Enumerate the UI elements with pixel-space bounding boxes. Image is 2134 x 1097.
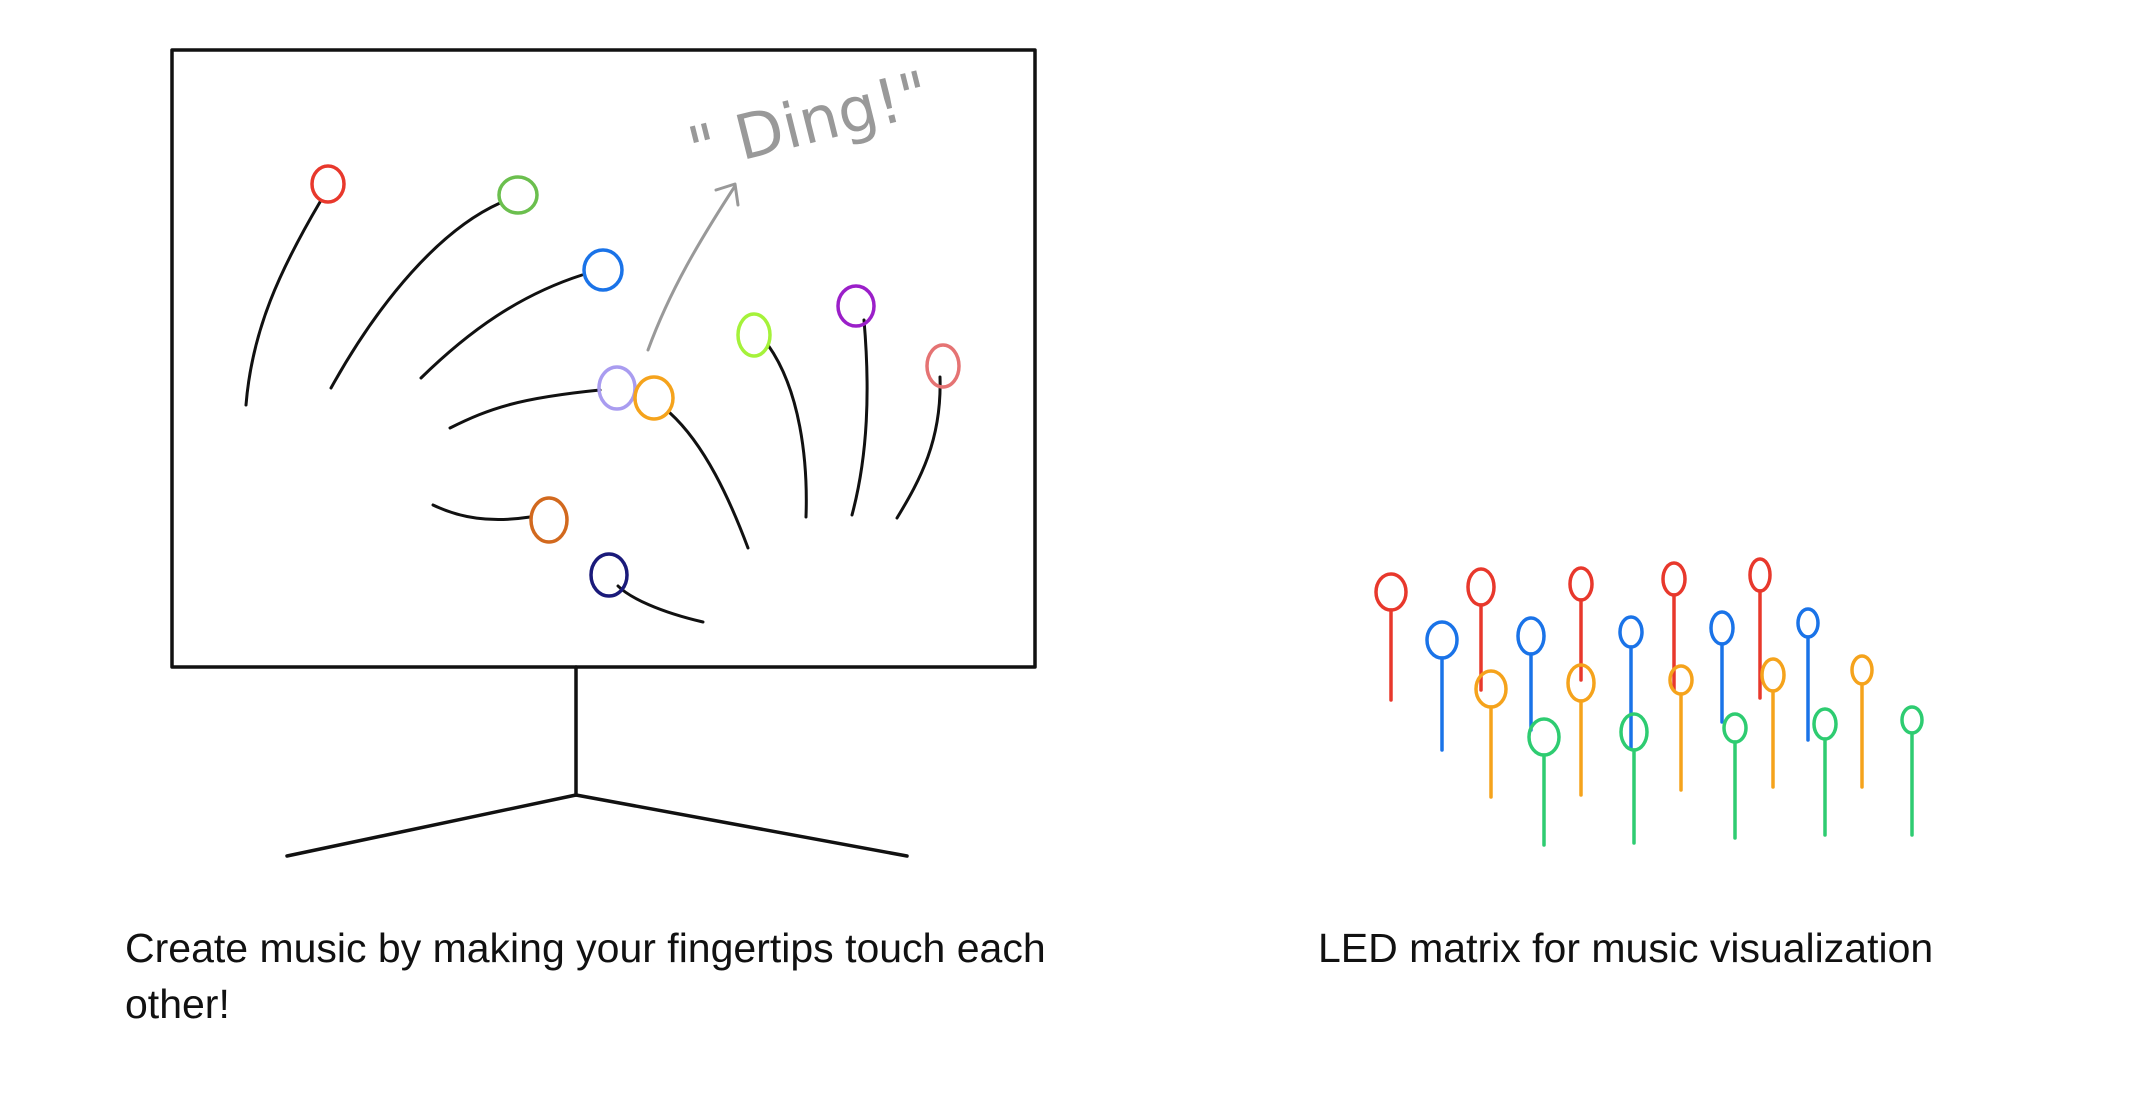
caption-left: Create music by making your fingertips t… bbox=[125, 925, 1046, 1027]
finger-stroke bbox=[448, 388, 602, 430]
led-bulb bbox=[1661, 561, 1687, 597]
led-row-green bbox=[1527, 705, 1924, 847]
led-bulb bbox=[1760, 657, 1786, 693]
fingertip-blue bbox=[582, 248, 624, 292]
led-bulb bbox=[1618, 615, 1644, 649]
finger-stroke bbox=[895, 375, 942, 520]
led-row-blue bbox=[1425, 607, 1820, 752]
led-bulb bbox=[1748, 557, 1772, 593]
finger-strokes bbox=[244, 200, 942, 624]
annotation-arrow bbox=[646, 182, 740, 352]
fingertip-navy bbox=[589, 552, 629, 598]
finger-stroke bbox=[431, 503, 532, 522]
fingertips bbox=[310, 164, 961, 598]
display-stand bbox=[170, 48, 1037, 858]
led-bulb bbox=[1812, 707, 1838, 741]
led-bulb bbox=[1425, 620, 1459, 660]
led-matrix bbox=[1374, 557, 1924, 847]
led-bulb bbox=[1568, 566, 1594, 602]
fingertip-brown bbox=[529, 496, 569, 544]
led-row-orange bbox=[1474, 654, 1874, 799]
ding-annotation: " Ding!" bbox=[681, 56, 937, 186]
fingertip-green bbox=[497, 175, 539, 215]
fingertip-orange bbox=[633, 375, 675, 421]
led-bulb bbox=[1900, 705, 1924, 735]
fingertip-pink bbox=[925, 343, 961, 389]
led-bulb bbox=[1709, 610, 1735, 646]
fingertip-lime bbox=[736, 312, 772, 358]
finger-stroke bbox=[668, 411, 750, 550]
finger-stroke bbox=[244, 200, 322, 407]
stand-leg-right bbox=[574, 793, 909, 858]
led-bulb bbox=[1796, 607, 1820, 639]
led-bulb bbox=[1374, 572, 1408, 612]
screen-frame bbox=[170, 48, 1037, 669]
caption-right: LED matrix for music visualization bbox=[1318, 925, 1934, 971]
led-bulb bbox=[1527, 717, 1561, 757]
finger-stroke bbox=[766, 343, 808, 519]
fingertip-red bbox=[310, 164, 346, 204]
stand-leg-left bbox=[285, 793, 578, 858]
fingertip-purple bbox=[836, 284, 876, 328]
finger-stroke bbox=[419, 273, 584, 380]
finger-stroke bbox=[850, 318, 869, 517]
led-bulb bbox=[1722, 712, 1748, 744]
finger-stroke bbox=[616, 584, 705, 624]
led-bulb bbox=[1516, 616, 1546, 656]
arrow-head bbox=[714, 182, 740, 207]
led-bulb bbox=[1619, 712, 1649, 752]
led-bulb bbox=[1466, 567, 1496, 607]
fingertip-lavender bbox=[597, 365, 637, 411]
finger-stroke bbox=[329, 201, 502, 390]
led-bulb bbox=[1850, 654, 1874, 686]
arrow-shaft bbox=[646, 184, 737, 352]
